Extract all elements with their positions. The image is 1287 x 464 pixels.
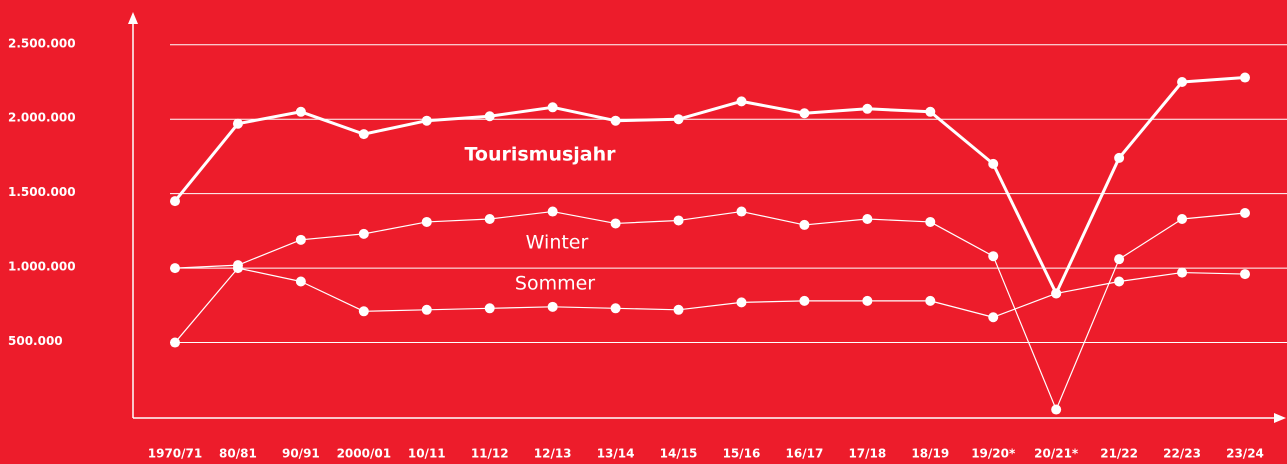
data-point: [547, 301, 558, 312]
data-point: [421, 304, 432, 315]
data-point: [232, 118, 243, 129]
data-point: [610, 218, 621, 229]
data-point: [925, 295, 936, 306]
x-tick-label: 17/18: [848, 447, 886, 461]
series-label: Winter: [526, 232, 589, 254]
data-point: [358, 306, 369, 317]
data-point: [170, 263, 180, 274]
data-point: [673, 114, 684, 125]
data-point: [421, 115, 432, 126]
x-tick-label: 11/12: [471, 447, 509, 461]
series-line: [174, 210, 1246, 411]
data-point: [1114, 152, 1125, 163]
data-point: [925, 106, 936, 117]
series-line: [173, 76, 1246, 295]
x-tick-label: 21/22: [1100, 447, 1138, 461]
data-point: [295, 276, 306, 287]
data-point: [799, 108, 810, 119]
data-point: [736, 297, 747, 308]
y-tick-label: 500.000: [8, 334, 63, 348]
data-point: [170, 196, 180, 207]
series-label: Sommer: [515, 273, 595, 295]
data-point: [736, 206, 747, 217]
data-point: [1177, 77, 1188, 87]
data-point: [610, 115, 621, 126]
x-tick-label: 2000/01: [337, 447, 391, 461]
data-point: [862, 295, 873, 306]
data-point: [736, 96, 747, 107]
y-axis-arrow: [128, 12, 138, 24]
data-point: [547, 102, 558, 113]
data-point: [1051, 404, 1062, 415]
data-point: [295, 106, 306, 117]
data-point: [547, 206, 558, 217]
data-point: [358, 228, 369, 239]
data-point: [799, 219, 810, 230]
x-tick-label: 1970/71: [148, 447, 202, 461]
data-point: [295, 234, 306, 245]
data-point: [862, 213, 873, 224]
data-point: [232, 263, 243, 274]
data-point: [1114, 254, 1125, 265]
x-tick-label: 20/21*: [1034, 447, 1079, 461]
data-point: [673, 215, 684, 226]
data-point: [988, 251, 999, 262]
data-point: [988, 158, 999, 169]
series-line: [174, 267, 1246, 343]
x-tick-label: 90/91: [282, 447, 320, 461]
data-point: [610, 303, 621, 314]
data-point: [988, 312, 999, 323]
x-tick-label: 80/81: [219, 447, 257, 461]
y-tick-label: 2.500.000: [8, 36, 76, 50]
data-point: [484, 111, 495, 122]
data-point: [358, 129, 369, 140]
data-point: [1051, 288, 1062, 299]
data-point: [862, 103, 873, 114]
data-point: [1114, 276, 1125, 287]
x-tick-label: 13/14: [597, 447, 635, 461]
x-tick-label: 14/15: [660, 447, 698, 461]
data-point: [799, 295, 810, 306]
y-tick-label: 2.000.000: [8, 111, 76, 125]
x-tick-label: 10/11: [408, 447, 446, 461]
series-label: Tourismusjahr: [464, 144, 616, 166]
x-tick-label: 23/24: [1226, 447, 1264, 461]
y-tick-label: 1.500.000: [8, 185, 76, 199]
data-point: [1177, 213, 1188, 224]
data-point: [1240, 269, 1250, 280]
data-point: [1177, 267, 1188, 278]
data-point: [170, 337, 180, 348]
x-tick-label: 15/16: [723, 447, 761, 461]
data-point: [484, 213, 495, 224]
x-tick-label: 12/13: [534, 447, 572, 461]
x-tick-label: 16/17: [786, 447, 824, 461]
data-point: [1240, 208, 1250, 219]
x-axis-arrow: [1274, 413, 1286, 423]
x-tick-label: 19/20*: [971, 447, 1016, 461]
x-tick-label: 22/23: [1163, 447, 1201, 461]
data-point: [673, 304, 684, 315]
data-point: [484, 303, 495, 314]
data-point: [421, 216, 432, 227]
x-tick-label: 18/19: [911, 447, 949, 461]
data-point: [925, 216, 936, 227]
data-point: [1240, 72, 1250, 83]
y-tick-label: 1.000.000: [8, 260, 76, 274]
